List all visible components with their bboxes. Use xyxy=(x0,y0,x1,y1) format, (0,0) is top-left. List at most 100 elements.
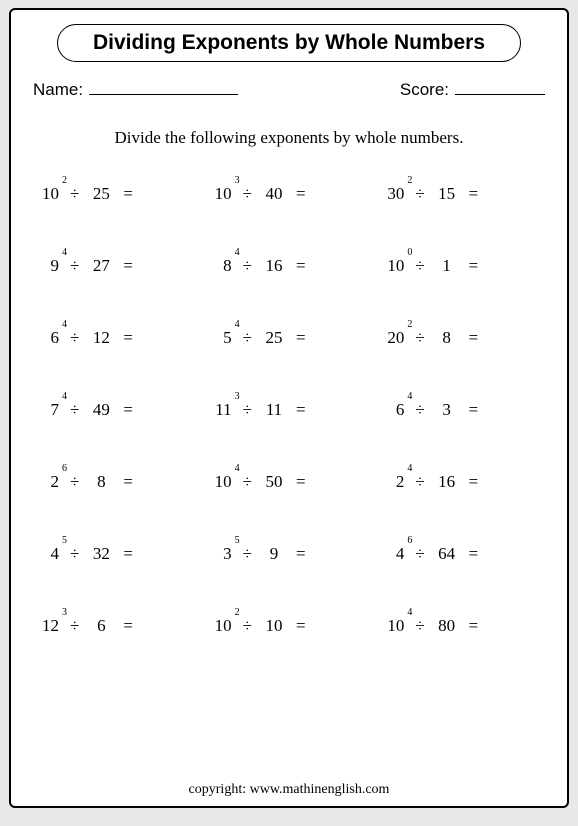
equals-symbol: = xyxy=(121,328,133,348)
base-value: 64 xyxy=(378,400,404,420)
division-symbol: ÷ xyxy=(68,472,81,492)
exponent-value: 4 xyxy=(407,607,412,618)
exponent-value: 0 xyxy=(407,247,412,258)
problem: 113÷11= xyxy=(206,400,373,420)
equals-symbol: = xyxy=(121,472,133,492)
exponent-value: 4 xyxy=(235,463,240,474)
problem: 104÷50= xyxy=(206,472,373,492)
problem: 103÷40= xyxy=(206,184,373,204)
divisor-value: 9 xyxy=(263,544,285,564)
divisor-value: 15 xyxy=(436,184,458,204)
base-value: 104 xyxy=(206,472,232,492)
base-value: 302 xyxy=(378,184,404,204)
divisor-value: 8 xyxy=(436,328,458,348)
base-value: 46 xyxy=(378,544,404,564)
equals-symbol: = xyxy=(121,616,133,636)
division-symbol: ÷ xyxy=(413,472,426,492)
problem: 64 ÷ 12 = xyxy=(33,328,200,348)
exponent-value: 6 xyxy=(62,463,67,474)
divisor-value: 6 xyxy=(90,616,112,636)
divisor-value: 40 xyxy=(263,184,285,204)
division-symbol: ÷ xyxy=(68,256,81,276)
exponent-value: 4 xyxy=(235,247,240,258)
base-value: 202 xyxy=(378,328,404,348)
equals-symbol: = xyxy=(467,472,479,492)
division-symbol: ÷ xyxy=(68,328,81,348)
problem: 64÷3= xyxy=(378,400,545,420)
exponent-value: 3 xyxy=(62,607,67,618)
equals-symbol: = xyxy=(121,544,133,564)
divisor-value: 64 xyxy=(436,544,458,564)
exponent-value: 4 xyxy=(407,391,412,402)
base-value: 84 xyxy=(206,256,232,276)
problem: 104 ÷ 80 = xyxy=(378,616,545,636)
division-symbol: ÷ xyxy=(413,616,426,636)
base-value: 102 xyxy=(33,184,59,204)
divisor-value: 3 xyxy=(436,400,458,420)
problem: 123 ÷ 6 = xyxy=(33,616,200,636)
equals-symbol: = xyxy=(294,400,306,420)
base-value: 100 xyxy=(378,256,404,276)
base-value: 74 xyxy=(33,400,59,420)
divisor-value: 12 xyxy=(90,328,112,348)
base-value: 123 xyxy=(33,616,59,636)
base-value: 102 xyxy=(206,616,232,636)
score-input-line[interactable] xyxy=(455,78,545,95)
equals-symbol: = xyxy=(467,256,479,276)
exponent-value: 3 xyxy=(235,175,240,186)
divisor-value: 32 xyxy=(90,544,112,564)
exponent-value: 2 xyxy=(407,319,412,330)
exponent-value: 3 xyxy=(235,391,240,402)
divisor-value: 16 xyxy=(436,472,458,492)
base-value: 26 xyxy=(33,472,59,492)
exponent-value: 6 xyxy=(407,535,412,546)
problem: 102÷25= xyxy=(33,184,200,204)
problem: 26÷8= xyxy=(33,472,200,492)
problem: 102÷10= xyxy=(206,616,373,636)
division-symbol: ÷ xyxy=(241,328,254,348)
base-value: 94 xyxy=(33,256,59,276)
base-value: 64 xyxy=(33,328,59,348)
exponent-value: 4 xyxy=(62,319,67,330)
exponent-value: 2 xyxy=(235,607,240,618)
problem: 100 ÷ 1 = xyxy=(378,256,545,276)
exponent-value: 4 xyxy=(407,463,412,474)
division-symbol: ÷ xyxy=(241,184,254,204)
exponent-value: 5 xyxy=(235,535,240,546)
divisor-value: 80 xyxy=(436,616,458,636)
division-symbol: ÷ xyxy=(68,544,81,564)
equals-symbol: = xyxy=(294,256,306,276)
exponent-value: 4 xyxy=(62,247,67,258)
base-value: 35 xyxy=(206,544,232,564)
problem: 84÷16= xyxy=(206,256,373,276)
division-symbol: ÷ xyxy=(413,544,426,564)
base-value: 54 xyxy=(206,328,232,348)
division-symbol: ÷ xyxy=(413,256,426,276)
equals-symbol: = xyxy=(294,544,306,564)
division-symbol: ÷ xyxy=(413,400,426,420)
divisor-value: 1 xyxy=(436,256,458,276)
base-value: 104 xyxy=(378,616,404,636)
divisor-value: 27 xyxy=(90,256,112,276)
divisor-value: 10 xyxy=(263,616,285,636)
worksheet-title: Dividing Exponents by Whole Numbers xyxy=(57,24,521,62)
division-symbol: ÷ xyxy=(413,328,426,348)
equals-symbol: = xyxy=(121,184,133,204)
instruction-text: Divide the following exponents by whole … xyxy=(29,128,549,148)
equals-symbol: = xyxy=(467,544,479,564)
base-value: 103 xyxy=(206,184,232,204)
name-label: Name: xyxy=(33,80,83,100)
equals-symbol: = xyxy=(467,328,479,348)
equals-symbol: = xyxy=(121,256,133,276)
name-input-line[interactable] xyxy=(89,78,238,95)
division-symbol: ÷ xyxy=(68,400,81,420)
problem: 302÷15= xyxy=(378,184,545,204)
division-symbol: ÷ xyxy=(241,400,254,420)
division-symbol: ÷ xyxy=(68,616,81,636)
divisor-value: 11 xyxy=(263,400,285,420)
divisor-value: 25 xyxy=(90,184,112,204)
problem: 202 ÷ 8 = xyxy=(378,328,545,348)
problem: 35÷9= xyxy=(206,544,373,564)
equals-symbol: = xyxy=(467,184,479,204)
equals-symbol: = xyxy=(467,616,479,636)
